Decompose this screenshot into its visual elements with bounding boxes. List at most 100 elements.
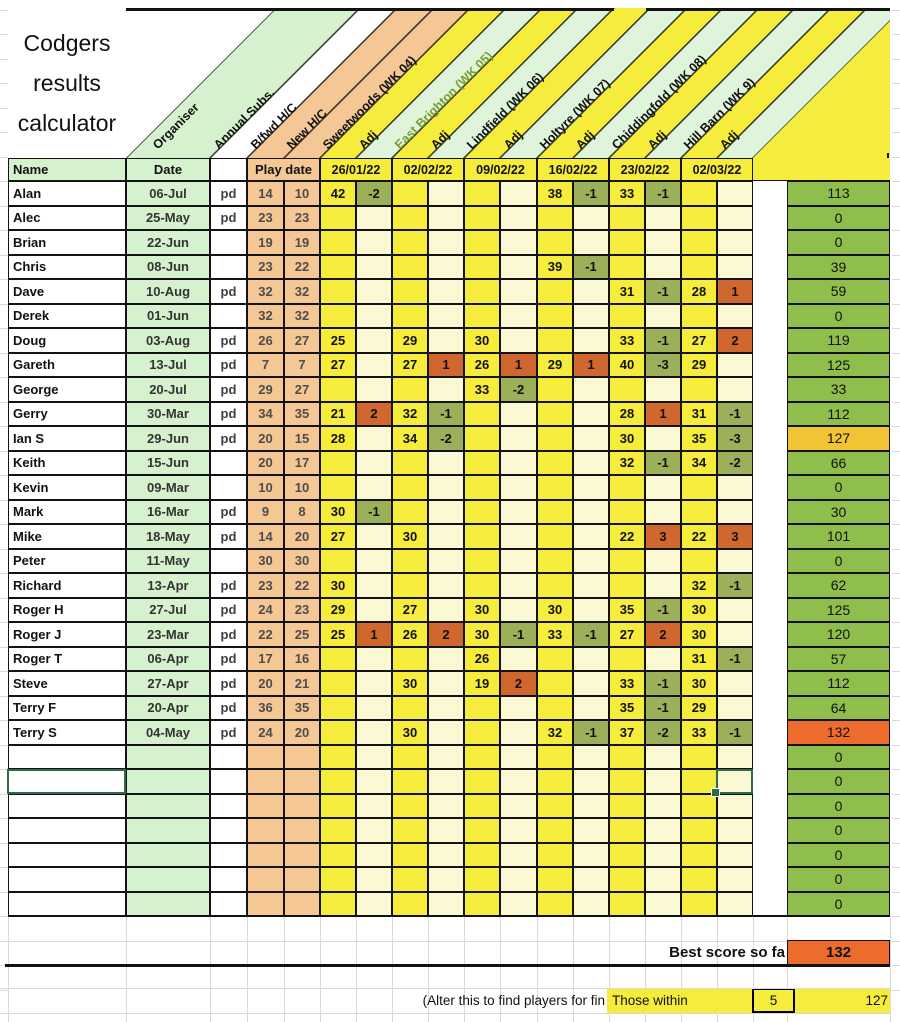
score-cell[interactable]: 27 bbox=[392, 597, 428, 622]
adj-cell[interactable]: 2 bbox=[717, 328, 753, 353]
adj-cell[interactable] bbox=[573, 548, 609, 573]
player-name-cell[interactable] bbox=[8, 891, 126, 916]
score-cell[interactable] bbox=[320, 744, 356, 769]
score-cell[interactable] bbox=[609, 303, 645, 328]
player-name-cell[interactable]: Doug bbox=[8, 328, 126, 353]
new-hc-cell[interactable]: 16 bbox=[284, 646, 320, 671]
player-date-cell[interactable]: 08-Jun bbox=[126, 254, 210, 279]
score-cell[interactable] bbox=[464, 181, 500, 206]
player-name-cell[interactable]: Mark bbox=[8, 499, 126, 524]
new-hc-cell[interactable] bbox=[284, 842, 320, 867]
score-cell[interactable] bbox=[464, 303, 500, 328]
adj-cell[interactable]: 2 bbox=[356, 401, 392, 426]
score-cell[interactable] bbox=[609, 499, 645, 524]
score-cell[interactable] bbox=[464, 769, 500, 794]
adj-cell[interactable] bbox=[356, 548, 392, 573]
player-date-cell[interactable]: 15-Jun bbox=[126, 450, 210, 475]
score-cell[interactable] bbox=[464, 401, 500, 426]
player-date-cell[interactable]: 03-Aug bbox=[126, 328, 210, 353]
new-hc-cell[interactable]: 10 bbox=[284, 181, 320, 206]
score-cell[interactable]: 33 bbox=[609, 181, 645, 206]
adj-cell[interactable] bbox=[356, 842, 392, 867]
pd-cell[interactable]: pd bbox=[210, 401, 247, 426]
score-cell[interactable] bbox=[681, 205, 717, 230]
adj-cell[interactable] bbox=[500, 254, 537, 279]
score-cell[interactable]: 30 bbox=[392, 524, 428, 549]
adj-cell[interactable]: -1 bbox=[428, 401, 464, 426]
new-hc-cell[interactable]: 19 bbox=[284, 230, 320, 255]
bfwd-hc-cell[interactable]: 14 bbox=[247, 181, 284, 206]
new-hc-cell[interactable] bbox=[284, 793, 320, 818]
adj-cell[interactable]: 1 bbox=[645, 401, 681, 426]
score-cell[interactable] bbox=[464, 891, 500, 916]
new-hc-cell[interactable]: 8 bbox=[284, 499, 320, 524]
score-cell[interactable]: 29 bbox=[320, 597, 356, 622]
player-name-cell[interactable]: Peter bbox=[8, 548, 126, 573]
bfwd-hc-cell[interactable]: 32 bbox=[247, 279, 284, 304]
score-cell[interactable]: 27 bbox=[681, 328, 717, 353]
score-cell[interactable] bbox=[609, 867, 645, 892]
score-cell[interactable] bbox=[392, 769, 428, 794]
adj-cell[interactable] bbox=[645, 499, 681, 524]
player-name-cell[interactable]: George bbox=[8, 377, 126, 402]
adj-cell[interactable]: 2 bbox=[500, 671, 537, 696]
player-date-cell[interactable]: 06-Apr bbox=[126, 646, 210, 671]
score-cell[interactable]: 30 bbox=[392, 671, 428, 696]
player-date-cell[interactable]: 25-May bbox=[126, 205, 210, 230]
adj-cell[interactable] bbox=[645, 230, 681, 255]
adj-cell[interactable] bbox=[500, 475, 537, 500]
score-cell[interactable] bbox=[464, 230, 500, 255]
bfwd-hc-cell[interactable]: 30 bbox=[247, 548, 284, 573]
total-cell[interactable]: 0 bbox=[787, 548, 890, 573]
adj-cell[interactable] bbox=[573, 377, 609, 402]
score-cell[interactable]: 27 bbox=[320, 524, 356, 549]
player-date-cell[interactable]: 30-Mar bbox=[126, 401, 210, 426]
new-hc-cell[interactable]: 15 bbox=[284, 426, 320, 451]
adj-cell[interactable] bbox=[645, 793, 681, 818]
adj-cell[interactable] bbox=[717, 303, 753, 328]
score-cell[interactable]: 38 bbox=[537, 181, 573, 206]
pd-cell[interactable]: pd bbox=[210, 573, 247, 598]
player-date-cell[interactable]: 11-May bbox=[126, 548, 210, 573]
bfwd-hc-cell[interactable]: 26 bbox=[247, 328, 284, 353]
score-cell[interactable]: 30 bbox=[609, 426, 645, 451]
adj-cell[interactable] bbox=[428, 205, 464, 230]
player-date-cell[interactable] bbox=[126, 769, 210, 794]
adj-cell[interactable] bbox=[428, 720, 464, 745]
player-date-cell[interactable] bbox=[126, 793, 210, 818]
pd-cell[interactable] bbox=[210, 891, 247, 916]
adj-cell[interactable] bbox=[645, 842, 681, 867]
adj-cell[interactable] bbox=[717, 867, 753, 892]
adj-cell[interactable]: -1 bbox=[645, 328, 681, 353]
score-cell[interactable] bbox=[537, 524, 573, 549]
adj-cell[interactable] bbox=[645, 548, 681, 573]
adj-cell[interactable] bbox=[645, 254, 681, 279]
adj-cell[interactable]: -3 bbox=[645, 352, 681, 377]
pd-cell[interactable] bbox=[210, 769, 247, 794]
adj-cell[interactable] bbox=[428, 475, 464, 500]
score-cell[interactable] bbox=[320, 695, 356, 720]
player-date-cell[interactable]: 29-Jun bbox=[126, 426, 210, 451]
bfwd-hc-cell[interactable]: 23 bbox=[247, 254, 284, 279]
score-cell[interactable] bbox=[320, 769, 356, 794]
adj-cell[interactable] bbox=[573, 426, 609, 451]
adj-cell[interactable] bbox=[717, 891, 753, 916]
bfwd-hc-cell[interactable]: 10 bbox=[247, 475, 284, 500]
player-date-cell[interactable]: 01-Jun bbox=[126, 303, 210, 328]
player-date-cell[interactable]: 22-Jun bbox=[126, 230, 210, 255]
player-name-cell[interactable]: Ian S bbox=[8, 426, 126, 451]
adj-cell[interactable] bbox=[356, 646, 392, 671]
player-date-cell[interactable]: 20-Jul bbox=[126, 377, 210, 402]
adj-cell[interactable]: 1 bbox=[428, 352, 464, 377]
score-cell[interactable] bbox=[609, 377, 645, 402]
score-cell[interactable]: 40 bbox=[609, 352, 645, 377]
score-cell[interactable] bbox=[537, 891, 573, 916]
score-cell[interactable] bbox=[392, 254, 428, 279]
score-cell[interactable]: 33 bbox=[537, 622, 573, 647]
adj-cell[interactable] bbox=[573, 230, 609, 255]
pd-cell[interactable] bbox=[210, 867, 247, 892]
score-cell[interactable] bbox=[320, 793, 356, 818]
new-hc-cell[interactable] bbox=[284, 867, 320, 892]
adj-cell[interactable] bbox=[500, 401, 537, 426]
score-cell[interactable] bbox=[464, 720, 500, 745]
